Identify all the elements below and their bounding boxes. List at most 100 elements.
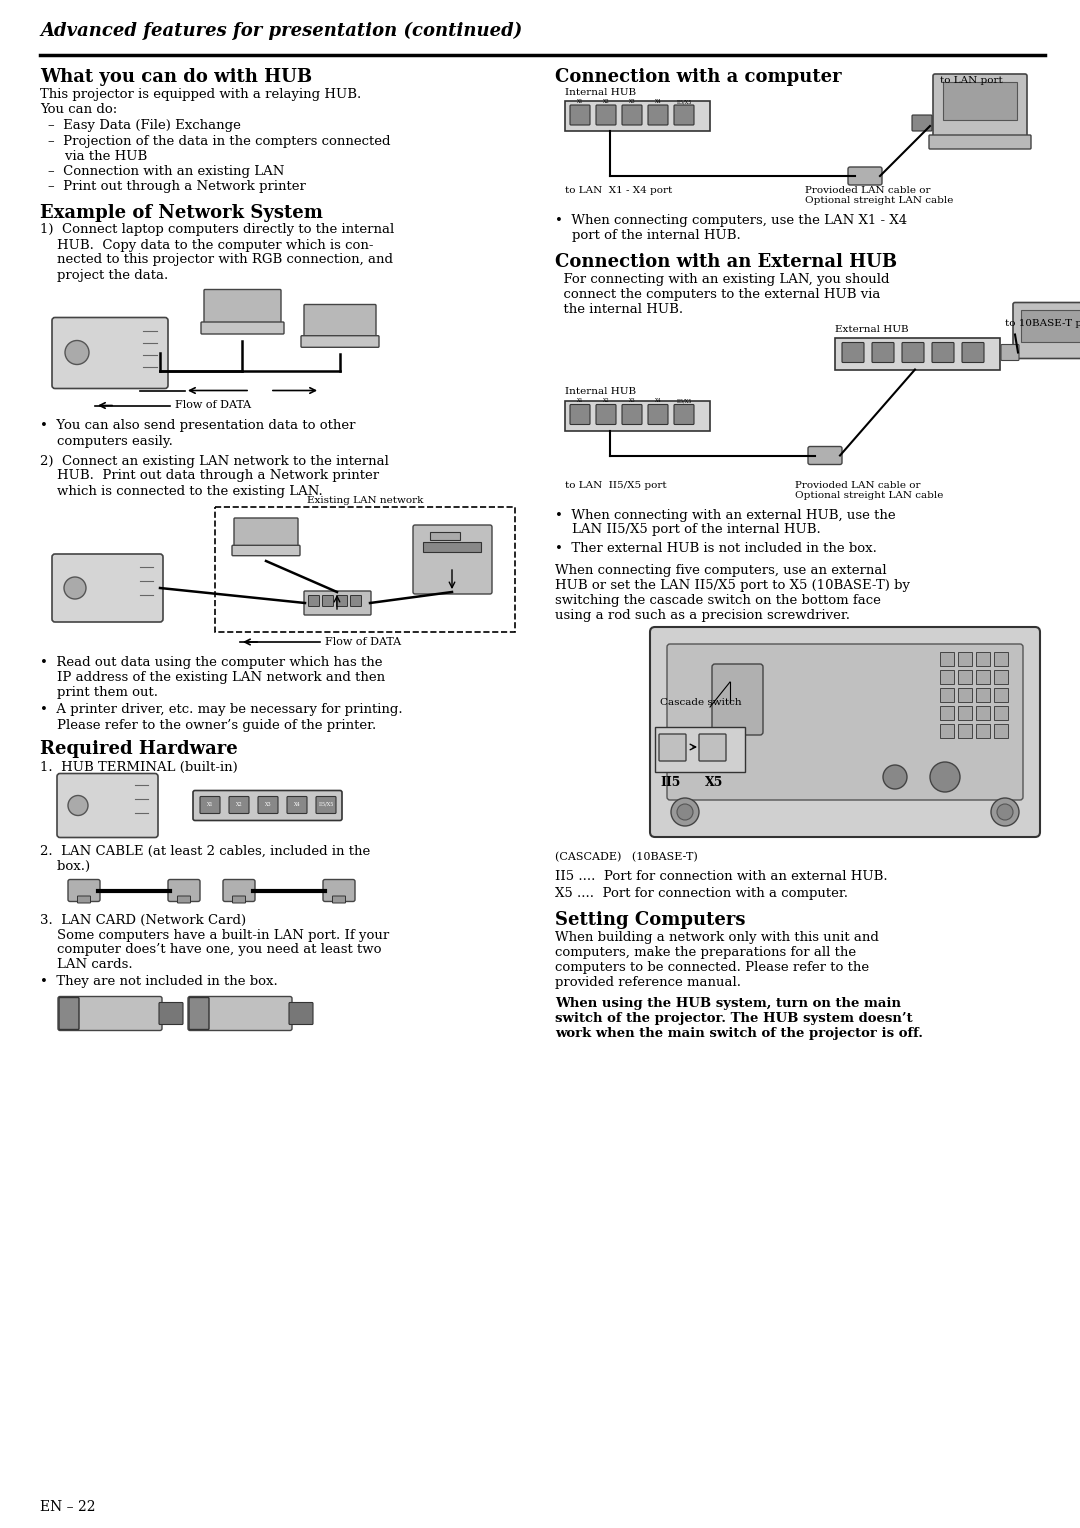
FancyBboxPatch shape [333,895,346,903]
FancyBboxPatch shape [78,895,91,903]
FancyBboxPatch shape [189,998,210,1030]
FancyBboxPatch shape [929,134,1031,150]
Text: X3: X3 [629,399,635,403]
FancyBboxPatch shape [994,706,1008,720]
FancyBboxPatch shape [940,669,954,685]
Circle shape [671,798,699,827]
Circle shape [677,804,693,821]
Text: X5 ....  Port for connection with a computer.: X5 .... Port for connection with a compu… [555,886,848,900]
Text: X1: X1 [206,802,214,807]
FancyBboxPatch shape [159,1002,183,1024]
Text: When using the HUB system, turn on the main
switch of the projector. The HUB sys: When using the HUB system, turn on the m… [555,996,923,1041]
FancyBboxPatch shape [59,998,79,1030]
FancyBboxPatch shape [674,405,694,425]
FancyBboxPatch shape [842,342,864,362]
Text: Connection with an External HUB: Connection with an External HUB [555,254,897,270]
FancyBboxPatch shape [962,342,984,362]
FancyBboxPatch shape [994,688,1008,701]
Text: II5/X5: II5/X5 [319,802,334,807]
FancyBboxPatch shape [994,724,1008,738]
FancyBboxPatch shape [289,1002,313,1024]
FancyBboxPatch shape [201,322,284,335]
FancyBboxPatch shape [976,688,990,701]
Text: 2.  LAN CABLE (at least 2 cables, included in the
    box.): 2. LAN CABLE (at least 2 cables, include… [40,845,370,872]
FancyBboxPatch shape [976,669,990,685]
FancyBboxPatch shape [309,596,320,607]
FancyBboxPatch shape [565,400,710,431]
FancyBboxPatch shape [337,596,348,607]
Text: •  When connecting with an external HUB, use the
    LAN II5/X5 port of the inte: • When connecting with an external HUB, … [555,509,895,536]
FancyBboxPatch shape [674,105,694,125]
FancyBboxPatch shape [430,532,460,539]
Text: Connection with a computer: Connection with a computer [555,69,841,86]
Text: Internal HUB: Internal HUB [565,388,636,396]
Text: II5/X5: II5/X5 [676,99,691,104]
FancyBboxPatch shape [654,727,745,772]
FancyBboxPatch shape [229,796,249,813]
Text: •  When connecting computers, use the LAN X1 - X4
    port of the internal HUB.: • When connecting computers, use the LAN… [555,214,907,241]
Text: to LAN port: to LAN port [940,76,1002,86]
FancyBboxPatch shape [303,304,376,338]
FancyBboxPatch shape [565,101,710,131]
FancyBboxPatch shape [193,790,342,821]
FancyBboxPatch shape [423,542,481,552]
FancyBboxPatch shape [596,405,616,425]
Text: II5 ....  Port for connection with an external HUB.: II5 .... Port for connection with an ext… [555,869,888,883]
FancyBboxPatch shape [958,688,972,701]
FancyBboxPatch shape [994,652,1008,666]
FancyBboxPatch shape [848,167,882,185]
Text: Flow of DATA: Flow of DATA [175,400,252,411]
Text: EN – 22: EN – 22 [40,1500,95,1514]
FancyBboxPatch shape [351,596,362,607]
FancyBboxPatch shape [699,733,726,761]
FancyBboxPatch shape [958,724,972,738]
FancyBboxPatch shape [323,596,334,607]
FancyBboxPatch shape [940,688,954,701]
FancyBboxPatch shape [200,796,220,813]
FancyBboxPatch shape [940,706,954,720]
FancyBboxPatch shape [215,507,515,633]
Circle shape [883,766,907,788]
FancyBboxPatch shape [222,880,255,902]
Circle shape [997,804,1013,821]
FancyBboxPatch shape [958,669,972,685]
Text: (CASCADE)   (10BASE-T): (CASCADE) (10BASE-T) [555,853,698,862]
FancyBboxPatch shape [872,342,894,362]
Circle shape [930,762,960,792]
Text: •  Read out data using the computer which has the
    IP address of the existing: • Read out data using the computer which… [40,656,386,698]
FancyBboxPatch shape [204,289,281,324]
FancyBboxPatch shape [1013,303,1080,359]
Text: When connecting five computers, use an external
HUB or set the LAN II5/X5 port t: When connecting five computers, use an e… [555,564,910,622]
Text: X1: X1 [577,99,583,104]
Text: II5: II5 [660,776,680,788]
Text: •  They are not included in the box.: • They are not included in the box. [40,975,278,989]
Text: •  Ther external HUB is not included in the box.: • Ther external HUB is not included in t… [555,541,877,555]
FancyBboxPatch shape [958,706,972,720]
Text: to LAN  X1 - X4 port: to LAN X1 - X4 port [565,186,672,196]
Text: Provioded LAN cable or
Optional streight LAN cable: Provioded LAN cable or Optional streight… [795,480,943,500]
Circle shape [991,798,1020,827]
FancyBboxPatch shape [232,545,300,556]
Text: Internal HUB: Internal HUB [565,89,636,96]
FancyBboxPatch shape [940,724,954,738]
FancyBboxPatch shape [303,591,372,614]
FancyBboxPatch shape [58,996,162,1030]
FancyBboxPatch shape [622,405,642,425]
Text: 3.  LAN CARD (Network Card)
    Some computers have a built-in LAN port. If your: 3. LAN CARD (Network Card) Some computer… [40,914,389,972]
FancyBboxPatch shape [712,665,762,735]
Text: Advanced features for presentation (continued): Advanced features for presentation (cont… [40,21,523,40]
Text: Cascade switch: Cascade switch [660,698,742,707]
Text: This projector is equipped with a relaying HUB.
You can do:: This projector is equipped with a relayi… [40,89,361,116]
FancyBboxPatch shape [258,796,278,813]
Text: –  Connection with an existing LAN: – Connection with an existing LAN [48,165,284,177]
Text: Provioded LAN cable or
Optional streight LAN cable: Provioded LAN cable or Optional streight… [805,186,954,205]
FancyBboxPatch shape [940,652,954,666]
Text: Required Hardware: Required Hardware [40,741,238,758]
FancyBboxPatch shape [1021,310,1080,341]
FancyBboxPatch shape [570,105,590,125]
FancyBboxPatch shape [943,83,1017,121]
Text: X3: X3 [629,99,635,104]
Text: For connecting with an existing LAN, you should
  connect the computers to the e: For connecting with an existing LAN, you… [555,274,890,316]
FancyBboxPatch shape [188,996,292,1030]
FancyBboxPatch shape [234,518,298,547]
